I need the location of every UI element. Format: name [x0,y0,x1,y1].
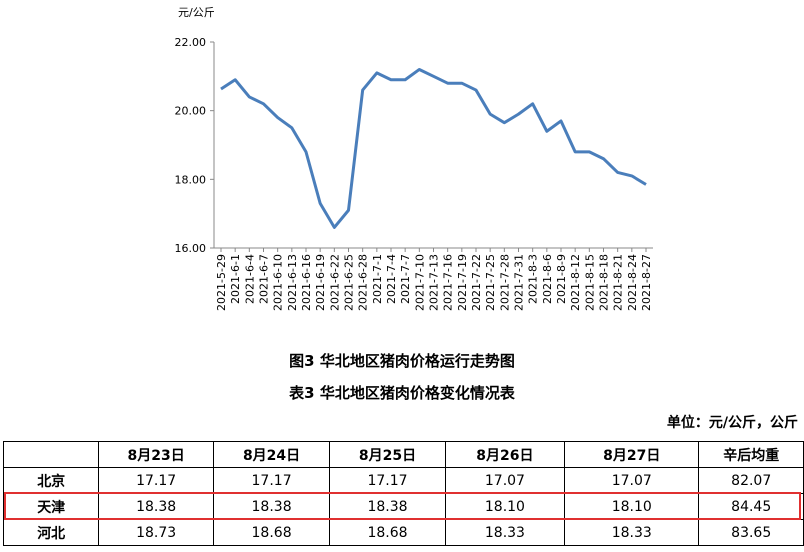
table-cell: 18.68 [329,519,446,546]
table-cell: 8月25日 [329,441,446,468]
y-tick-label: 18.00 [175,173,207,186]
table-row: 北京 17.17 17.17 17.17 17.07 17.07 82.07 [2,467,804,494]
line [220,67,647,229]
highlight-box [4,492,801,520]
table-cell: 17.17 [98,467,214,494]
x-tick-label: 2021-7-31 [513,254,526,311]
table-cell: 17.17 [212,467,331,494]
table-cell: 8月26日 [444,441,566,468]
x-tick-label: 2021-7-25 [484,254,497,311]
table-cell: 辛后均重 [698,441,804,468]
table-header: 8月23日 8月24日 8月25日 8月26日 8月27日 辛后均重 [2,441,804,468]
x-tick-label: 2021-6-4 [243,254,256,304]
table-cell: 8月27日 [564,441,700,468]
x-tick-label: 2021-8-15 [583,254,596,311]
x-tick-label: 2021-6-13 [286,254,299,311]
x-tick-label: 2021-6-28 [357,254,370,311]
x-tick-label: 2021-7-1 [371,254,384,304]
y-tick-label: 20.00 [175,105,207,118]
table-cell: 83.65 [698,519,804,546]
x-tick-label: 2021-6-22 [328,254,341,311]
x-tick-label: 2021-6-1 [229,254,242,304]
x-tick-label: 2021-8-21 [612,254,625,311]
table-row: 河北 18.73 18.68 18.68 18.33 18.33 83.65 [2,519,804,546]
table-cell: 17.17 [329,467,446,494]
table-cell [2,441,100,468]
x-tick-label: 2021-8-6 [541,254,554,304]
x-tick-label: 2021-8-27 [640,254,653,311]
x-tick-label: 2021-7-10 [413,254,426,311]
table-cell: 17.07 [444,467,566,494]
table-cell: 17.07 [564,467,700,494]
y-unit: 元/公斤 [178,6,215,19]
x-tick-label: 2021-7-16 [442,254,455,311]
x-tick-label: 2021-5-29 [215,254,228,311]
caption: 表3 华北地区猪肉价格变化情况表 [289,384,515,402]
x-tick-label: 2021-6-7 [258,254,271,304]
x-tick-label: 2021-8-18 [598,254,611,311]
x-tick-label: 2021-6-10 [272,254,285,311]
price-table: 8月23日 8月24日 8月25日 8月26日 8月27日 辛后均重 北京 17.17 17.1… [2,441,804,546]
table-cell: 河北 [2,519,100,546]
x-tick-label: 2021-8-3 [527,254,540,304]
table-cell: 18.33 [444,519,566,546]
x-tick-label: 2021-8-24 [626,254,639,311]
x-tick-label: 2021-7-13 [428,254,441,311]
x-tick-label: 2021-7-4 [385,254,398,304]
table-cell: 8月23日 [98,441,214,468]
table-cell: 84.45 [698,493,804,520]
y-tick-label: 22.00 [175,36,207,49]
unit-label: 单位：元/公斤，公斤 [666,415,798,431]
x-tick-label: 2021-7-22 [470,254,483,311]
caption: 图3 华北地区猪肉价格运行走势图 [289,352,515,370]
table-cell: 18.10 [564,493,700,520]
x-tick-label: 2021-6-16 [300,254,313,311]
table-cell: 8月24日 [212,441,331,468]
table-cell: 18.10 [444,493,566,520]
y-tick-label: 16.00 [175,242,207,255]
table-cell: 18.38 [98,493,214,520]
x-tick-label: 2021-8-12 [569,254,582,311]
x-tick-label: 2021-7-19 [456,254,469,311]
x-tick-label: 2021-7-28 [498,254,511,311]
table-cell: 18.38 [212,493,331,520]
x-tick-label: 2021-8-9 [555,254,568,304]
table-cell: 18.73 [98,519,214,546]
table-row: 天津 18.38 18.38 18.38 18.10 18.10 84.45 [2,493,804,520]
table-cell: 82.07 [698,467,804,494]
table-cell: 18.38 [329,493,446,520]
x-tick-label: 2021-6-25 [343,254,356,311]
table-cell: 18.68 [212,519,331,546]
table-cell: 18.33 [564,519,700,546]
x-tick-label: 2021-6-19 [314,254,327,311]
x-tick-label: 2021-7-7 [399,254,412,304]
table-cell: 北京 [2,467,100,494]
